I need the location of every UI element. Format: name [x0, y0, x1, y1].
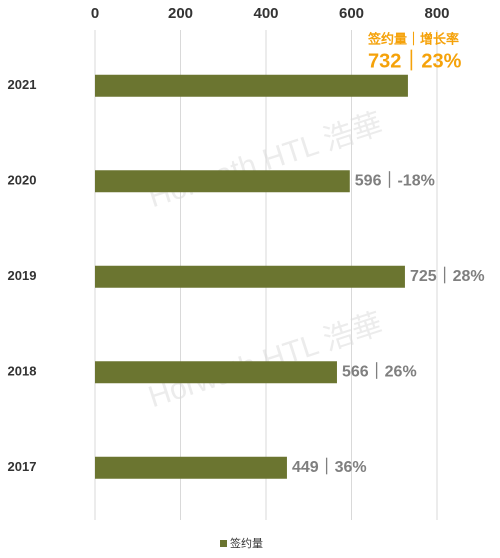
value-label: 596｜-18% [355, 170, 435, 189]
bar [95, 74, 408, 97]
x-tick-label: 200 [168, 5, 193, 22]
bar [95, 170, 350, 193]
category-label: 2019 [8, 268, 37, 283]
bar [95, 265, 405, 288]
value-label: 449｜36% [292, 457, 367, 476]
category-label: 2018 [8, 364, 37, 379]
category-label: 2020 [8, 173, 37, 188]
bar [95, 456, 287, 479]
x-tick-label: 0 [91, 5, 99, 22]
x-tick-label: 400 [253, 5, 278, 22]
value-label: 566｜26% [342, 361, 417, 380]
bar [95, 361, 337, 384]
category-label: 2017 [8, 459, 37, 474]
category-label: 2021 [8, 77, 37, 92]
legend-swatch [220, 540, 227, 547]
x-tick-label: 600 [339, 5, 364, 22]
value-label: 725｜28% [410, 266, 485, 285]
legend-label: 签约量 [230, 536, 263, 550]
value-label: 732｜23% [368, 48, 462, 72]
highlight-header: 签约量｜增长率 [367, 31, 459, 46]
x-tick-label: 800 [424, 5, 449, 22]
